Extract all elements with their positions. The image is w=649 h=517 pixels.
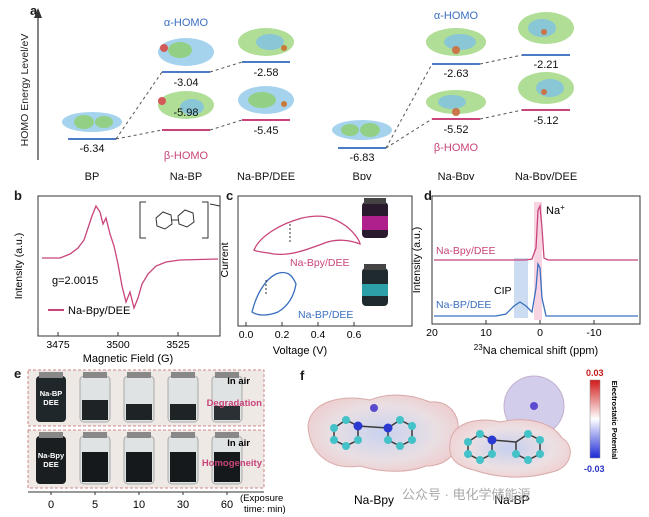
value-nabpy-beta: -5.52 xyxy=(443,124,468,136)
value-nabpdee-alpha: -2.58 xyxy=(253,67,278,79)
beta-homo-label-1: β-HOMO xyxy=(164,150,209,162)
panel-e-tick-1: 5 xyxy=(92,499,98,511)
panel-e-tick-2: 10 xyxy=(133,499,145,511)
epr-curve xyxy=(42,204,219,311)
na-plus-annotation: Na+ xyxy=(546,203,565,217)
panel-d-series2-label: Na-BP/DEE xyxy=(436,299,491,311)
panel-b-tick-1: 3500 xyxy=(106,339,130,351)
panel-b-xlabel: Magnetic Field (G) xyxy=(83,353,173,365)
panel-c-tick-3: 0.6 xyxy=(347,329,362,341)
row1-in-air: In air xyxy=(227,376,250,387)
panel-e-label: e xyxy=(14,366,22,381)
nmr-spectrum-nabp xyxy=(434,261,638,317)
cv-curve-nabpy xyxy=(253,215,361,256)
panel-c-series2-label: Na-BP/DEE xyxy=(298,309,353,321)
panel-c-cv-plot: Current 0.0 0.2 0.4 0.6 Voltage (V) Na-B… xyxy=(219,195,413,357)
category-nabpydee: Na-Bpy/DEE xyxy=(515,171,577,180)
panel-e-tick-0: 0 xyxy=(48,499,54,511)
panel-e-tick-3: 30 xyxy=(177,499,189,511)
value-nabpydee-beta: -5.12 xyxy=(533,115,558,127)
row1-status: Degradation xyxy=(207,398,263,409)
panel-a-ylabel: HOMO Energy Level/eV xyxy=(19,34,31,147)
esp-colorbar xyxy=(589,379,601,459)
panel-a-energy-diagram: HOMO Energy Level/eV -6.34 -3.04 -5.9 xyxy=(19,8,577,180)
panel-c-tick-0: 0.0 xyxy=(239,329,254,341)
panel-b-legend: Na-Bpy/DEE xyxy=(68,305,130,317)
nmr-spectrum-nabpy xyxy=(434,203,638,261)
panel-e-xlabel-2: time: min) xyxy=(244,504,286,515)
panel-b-tick-2: 3525 xyxy=(166,339,190,351)
panel-d-ylabel: Intensity (a.u.) xyxy=(411,227,423,294)
value-nabpydee-alpha: -2.21 xyxy=(533,59,558,71)
beta-homo-label-2: β-HOMO xyxy=(434,142,479,154)
colorbar-max: 0.03 xyxy=(586,368,604,378)
g-value-annotation: g=2.0015 xyxy=(52,275,98,287)
panel-b-tick-0: 3475 xyxy=(46,339,70,351)
category-bpy: Bpy xyxy=(353,171,372,180)
panel-b-epr-plot: Intensity (a.u.) 3475 3500 3525 Magnetic… xyxy=(13,195,221,365)
colorbar-min: -0.03 xyxy=(584,464,605,474)
category-nabpy: Na-Bpy xyxy=(438,171,475,180)
panel-d-nmr-plot: Intensity (a.u.) 20 10 0 -10 23Na chemic… xyxy=(411,195,641,357)
cv-vial-nabpy xyxy=(362,198,388,238)
value-bp: -6.34 xyxy=(79,143,104,155)
panel-f-mol1-label: Na-Bpy xyxy=(354,493,394,507)
value-nabp-alpha: -3.04 xyxy=(173,77,198,89)
molecule-nabpy-atoms xyxy=(330,404,416,450)
value-nabp-beta: -5.98 xyxy=(173,107,198,119)
row2-in-air: In air xyxy=(227,438,250,449)
panel-d-tick-0: 20 xyxy=(426,327,438,339)
panel-d-tick-1: 10 xyxy=(480,327,492,339)
orbital-images xyxy=(62,12,574,140)
panel-e-xlabel-1: (Exposure xyxy=(240,493,283,504)
value-nabpdee-beta: -5.45 xyxy=(253,125,278,137)
row2-vial-label: Na-Bpy DEE xyxy=(38,451,65,469)
panel-e-vial-photos: Na-BP DEE Na-Bpy DEE In air Degradation In… xyxy=(27,369,286,515)
panel-c-ylabel: Current xyxy=(219,242,231,277)
value-nabpy-alpha: -2.63 xyxy=(443,68,468,80)
value-bpy: -6.83 xyxy=(349,152,374,164)
panel-e-tick-4: 60 xyxy=(221,499,233,511)
panel-c-series1-label: Na-Bpy/DEE xyxy=(290,257,350,269)
panel-d-xlabel: 23Na chemical shift (ppm) xyxy=(474,343,598,357)
row1-vials xyxy=(36,372,243,423)
alpha-homo-label-2: α-HOMO xyxy=(434,10,479,22)
row2-vials xyxy=(36,432,243,485)
category-nabp: Na-BP xyxy=(170,171,202,180)
panel-d-label: d xyxy=(424,188,432,203)
panel-c-label: c xyxy=(226,188,234,203)
watermark-text: 公众号 · 电化学储能源 xyxy=(402,487,531,502)
alpha-homo-label-1: α-HOMO xyxy=(164,17,209,29)
panel-c-tick-2: 0.4 xyxy=(311,329,326,341)
cip-annotation: CIP xyxy=(494,285,512,297)
category-bp: BP xyxy=(85,171,100,180)
molecule-nabp-atoms xyxy=(464,402,544,464)
cv-curve-nabp xyxy=(251,271,297,316)
row2-status: Homogeneity xyxy=(202,458,263,469)
panel-c-tick-1: 0.2 xyxy=(275,329,290,341)
panel-b-label: b xyxy=(14,188,22,203)
panel-d-tick-2: 0 xyxy=(537,327,543,339)
panel-d-tick-3: -10 xyxy=(586,327,601,339)
esp-surface-nabpy xyxy=(307,394,460,472)
row1-vial-label: Na-BP DEE xyxy=(40,389,63,407)
panel-a-label: a xyxy=(30,3,38,18)
bipyridine-structure-icon xyxy=(139,201,221,239)
colorbar-title: Electrostatic Potential xyxy=(610,381,619,460)
cv-vial-nabp xyxy=(362,264,388,306)
panel-f-esp-maps: Na-Bpy Na-BP 0.03 -0.03 Electrostatic Po… xyxy=(307,368,619,507)
panel-b-ylabel: Intensity (a.u.) xyxy=(13,233,25,300)
category-nabpdee: Na-BP/DEE xyxy=(237,171,295,180)
panel-d-series1-label: Na-Bpy/DEE xyxy=(436,245,496,257)
panel-f-mol2-label: Na-BP xyxy=(494,493,529,507)
panel-f-label: f xyxy=(300,368,305,383)
panel-c-xlabel: Voltage (V) xyxy=(273,345,327,357)
